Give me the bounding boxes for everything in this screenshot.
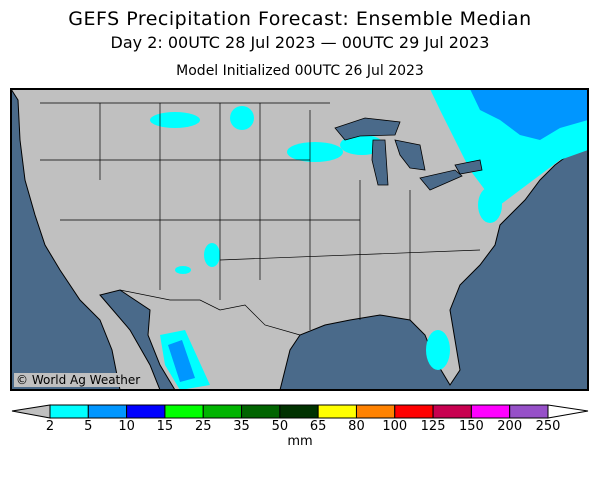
colorbar-unit: mm	[287, 434, 313, 449]
colorbar-tick-label: 50	[271, 419, 289, 434]
great-lakes	[334, 117, 483, 191]
colorbar-segment	[317, 404, 357, 419]
colorbar-segment	[241, 404, 281, 419]
chart-title: GEFS Precipitation Forecast: Ensemble Me…	[68, 8, 532, 30]
colorbar-segment	[279, 404, 319, 419]
valid-period: Day 2: 00UTC 28 Jul 2023 — 00UTC 29 Jul …	[110, 33, 490, 52]
colorbar-tick-label: 2	[45, 419, 55, 434]
colorbar	[11, 404, 589, 419]
colorbar-tick-label: 5	[84, 419, 93, 434]
colorbar-over-triangle	[547, 404, 589, 419]
colorbar-tick-label: 15	[156, 419, 174, 434]
colorbar-tick-label: 200	[497, 419, 523, 434]
colorbar-segment	[49, 404, 89, 419]
colorbar-segment	[87, 404, 128, 419]
colorbar-tick-label: 150	[458, 419, 484, 434]
precip-areas	[150, 89, 588, 390]
colorbar-segment	[432, 404, 472, 419]
colorbar-under-triangle	[11, 404, 51, 419]
colorbar-tick-label: 100	[382, 419, 408, 434]
colorbar-segment	[164, 404, 204, 419]
colorbar-tick-label: 35	[233, 419, 250, 434]
colorbar-tick-label: 80	[348, 419, 365, 434]
land	[10, 88, 589, 391]
colorbar-segment	[470, 404, 511, 419]
colorbar-tick-label: 65	[309, 419, 327, 434]
colorbar-segment	[355, 404, 396, 419]
colorbar-tick-label: 10	[118, 419, 135, 434]
colorbar-segment	[509, 404, 549, 419]
colorbar-segment	[394, 404, 434, 419]
copyright-label: © World Ag Weather	[14, 373, 143, 387]
colorbar-tick-label: 250	[535, 419, 561, 434]
colorbar-segment	[126, 404, 166, 419]
colorbar-segment	[202, 404, 243, 419]
map-frame	[10, 88, 589, 391]
state-borders	[40, 102, 481, 336]
colorbar-tick-label: 125	[420, 419, 446, 434]
colorbar-tick-label: 25	[194, 419, 212, 434]
model-init-time: Model Initialized 00UTC 26 Jul 2023	[176, 63, 424, 79]
